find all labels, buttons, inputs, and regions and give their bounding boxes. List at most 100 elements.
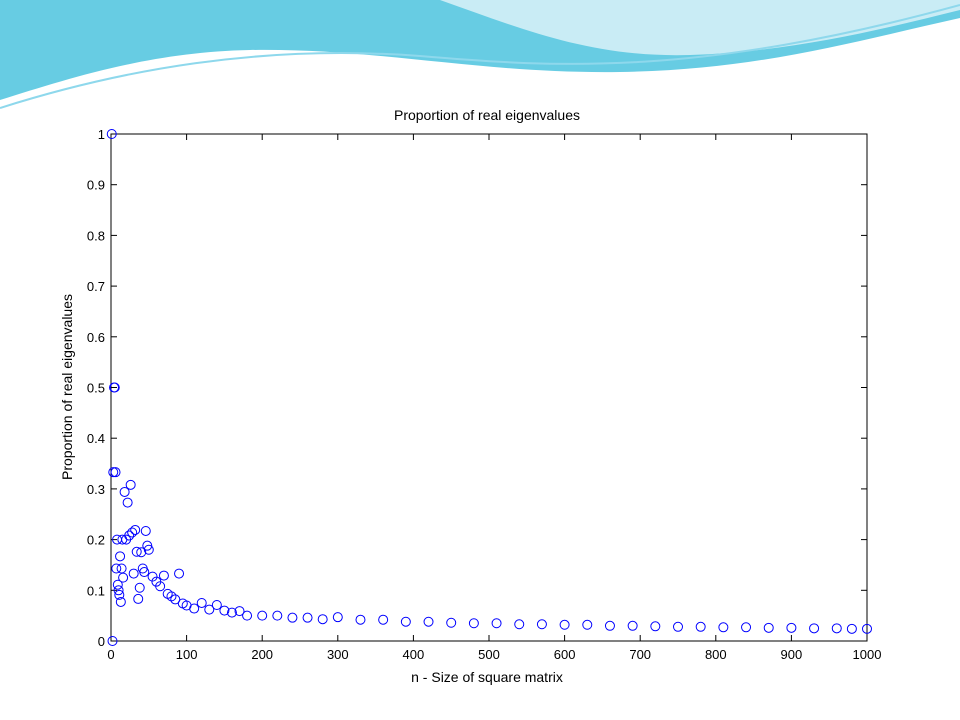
data-point bbox=[133, 593, 144, 604]
data-point bbox=[627, 620, 638, 631]
y-tick-label: 0.4 bbox=[87, 431, 105, 446]
x-tick-label: 500 bbox=[478, 647, 500, 662]
data-point bbox=[111, 563, 122, 574]
data-point bbox=[112, 579, 123, 590]
data-point bbox=[124, 530, 135, 541]
x-axis-label: n - Size of square matrix bbox=[411, 669, 563, 685]
data-point bbox=[400, 616, 411, 627]
data-point bbox=[536, 619, 547, 630]
data-point bbox=[118, 572, 129, 583]
x-tick-label: 600 bbox=[554, 647, 576, 662]
data-point bbox=[131, 546, 142, 557]
data-point bbox=[355, 614, 366, 625]
slide-header-swoosh bbox=[0, 0, 960, 109]
data-point bbox=[114, 589, 125, 600]
data-point bbox=[219, 605, 230, 616]
data-point bbox=[108, 467, 119, 478]
data-point bbox=[226, 607, 237, 618]
data-point bbox=[695, 621, 706, 632]
y-tick-label: 0.2 bbox=[87, 533, 105, 548]
plot-area bbox=[110, 133, 868, 642]
x-tick-label: 200 bbox=[251, 647, 273, 662]
data-point bbox=[491, 618, 502, 629]
data-point bbox=[119, 486, 130, 497]
data-point bbox=[174, 568, 185, 579]
data-point bbox=[257, 610, 268, 621]
chart-title: Proportion of real eigenvalues bbox=[394, 107, 580, 123]
data-point bbox=[446, 617, 457, 628]
data-point bbox=[211, 600, 222, 611]
data-point bbox=[130, 524, 141, 535]
x-axis: 0 100 200 300 400 500 600 700 800 900 1000 bbox=[107, 134, 881, 662]
data-point bbox=[287, 612, 298, 623]
data-point bbox=[378, 614, 389, 625]
data-point bbox=[234, 606, 245, 617]
data-point bbox=[115, 551, 126, 562]
data-point bbox=[582, 619, 593, 630]
data-point bbox=[140, 525, 151, 536]
data-point bbox=[139, 567, 150, 578]
data-point bbox=[106, 129, 117, 139]
data-point bbox=[166, 591, 177, 602]
data-point bbox=[831, 623, 842, 634]
data-point bbox=[332, 612, 343, 623]
x-tick-label: 0 bbox=[107, 647, 114, 662]
data-point bbox=[196, 597, 207, 608]
data-point bbox=[862, 623, 872, 634]
data-point bbox=[673, 621, 683, 632]
y-tick-label: 0.6 bbox=[87, 330, 105, 345]
data-point bbox=[155, 581, 166, 592]
data-point bbox=[741, 622, 752, 633]
y-tick-label: 0.5 bbox=[87, 381, 105, 396]
data-point bbox=[110, 467, 121, 478]
data-point bbox=[846, 623, 857, 634]
x-tick-label: 400 bbox=[403, 647, 425, 662]
x-tick-label: 900 bbox=[781, 647, 803, 662]
data-point bbox=[134, 582, 145, 593]
y-tick-label: 0.7 bbox=[87, 279, 105, 294]
data-point bbox=[514, 619, 525, 630]
data-point bbox=[317, 614, 328, 625]
data-point bbox=[423, 616, 434, 627]
x-tick-label: 800 bbox=[705, 647, 727, 662]
data-points bbox=[106, 129, 872, 646]
data-point bbox=[763, 622, 774, 633]
data-point bbox=[204, 604, 215, 615]
x-tick-label: 1000 bbox=[853, 647, 882, 662]
data-point bbox=[128, 568, 139, 579]
data-point bbox=[718, 622, 729, 633]
data-point bbox=[559, 619, 570, 630]
y-tick-label: 0.9 bbox=[87, 178, 105, 193]
y-axis: 0 0.1 0.2 0.3 0.4 0.5 0.6 0.7 0.8 0.9 1 bbox=[87, 127, 867, 649]
data-point bbox=[113, 585, 124, 596]
data-point bbox=[127, 527, 138, 538]
y-tick-label: 0.8 bbox=[87, 228, 105, 243]
data-point bbox=[786, 622, 797, 633]
x-tick-label: 700 bbox=[629, 647, 651, 662]
data-point bbox=[468, 618, 479, 629]
data-point bbox=[143, 544, 154, 555]
y-tick-label: 0 bbox=[98, 634, 105, 649]
data-point bbox=[109, 382, 120, 393]
data-point bbox=[302, 612, 313, 623]
y-tick-label: 0.1 bbox=[87, 583, 105, 598]
data-point bbox=[604, 620, 615, 631]
data-point bbox=[122, 497, 133, 508]
data-point bbox=[272, 610, 283, 621]
data-point bbox=[170, 594, 181, 605]
data-point bbox=[650, 621, 661, 632]
y-tick-label: 1 bbox=[98, 127, 105, 142]
y-tick-label: 0.3 bbox=[87, 482, 105, 497]
data-point bbox=[115, 596, 126, 607]
data-point bbox=[809, 623, 820, 634]
data-point bbox=[158, 570, 169, 581]
x-tick-label: 100 bbox=[176, 647, 198, 662]
swoosh-band-light bbox=[440, 0, 960, 56]
data-point bbox=[242, 610, 253, 621]
y-axis-label: Proportion of real eigenvalues bbox=[59, 294, 75, 480]
swoosh-line bbox=[0, 4, 960, 109]
data-point bbox=[147, 571, 158, 582]
data-point bbox=[136, 547, 147, 558]
data-point bbox=[107, 636, 118, 646]
